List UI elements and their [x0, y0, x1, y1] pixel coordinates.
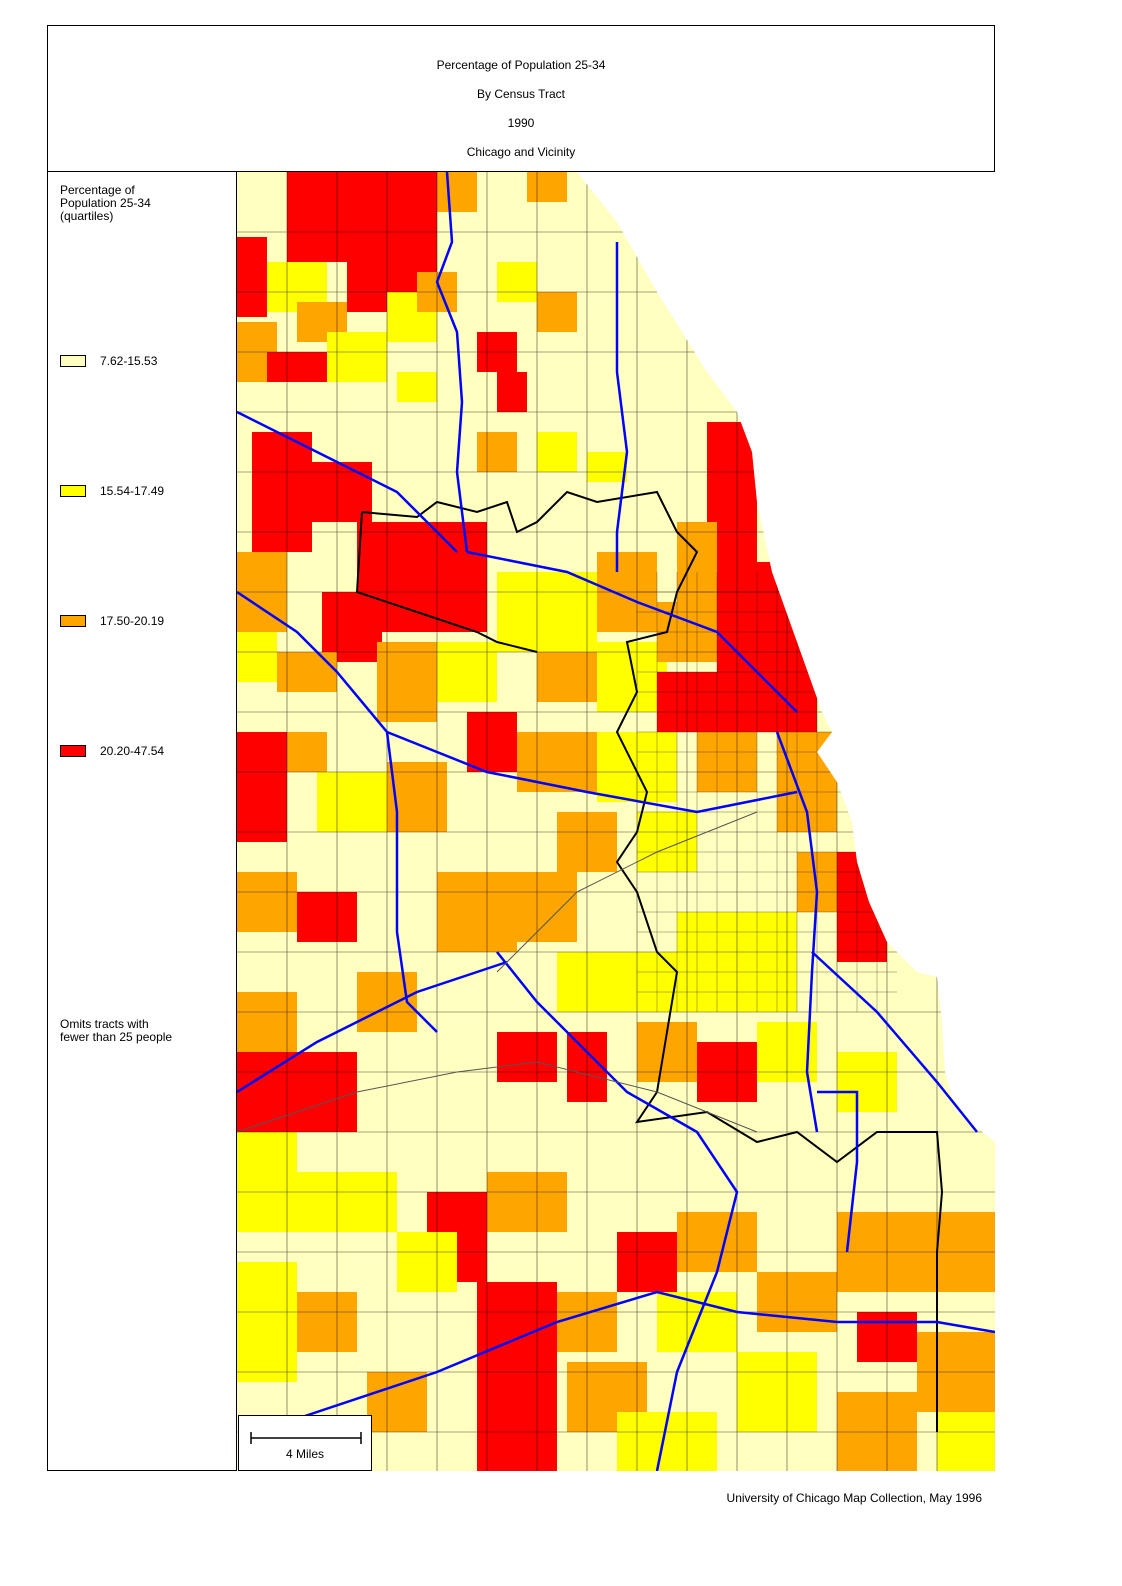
legend-label-q4: 20.20-47.54 [100, 744, 165, 758]
scale-label: 4 Miles [285, 1447, 324, 1461]
legend-heading: Percentage of Population 25-34 (quartile… [60, 184, 230, 223]
map-subtitle-tract: By Census Tract [476, 87, 566, 101]
choropleth-map: 4 Miles [237, 172, 995, 1471]
tract-yellow [837, 1052, 897, 1112]
tract-orange [697, 732, 757, 792]
tract-orange [517, 872, 577, 942]
expressway-edens [615, 242, 629, 572]
legend-heading-line: Population 25-34 [60, 196, 151, 210]
tract-red [252, 432, 312, 552]
expressway-dan-ryan [775, 731, 819, 1133]
tract-orange [757, 1272, 837, 1332]
legend-swatch-q4 [60, 745, 86, 757]
tract-red [617, 1232, 677, 1292]
expressway-bishop-ford [817, 1090, 859, 1253]
expressway-eisenhower [466, 550, 798, 713]
expressways [237, 172, 995, 1471]
legend-label-q3: 17.50-20.19 [100, 614, 165, 628]
tract-yellow [497, 262, 537, 302]
tract-yellow [327, 332, 387, 382]
tract-red [237, 792, 287, 842]
tract-orange [837, 1392, 917, 1471]
tract-orange [437, 172, 477, 212]
tract-yellow [437, 642, 497, 702]
legend-swatch-q3 [60, 615, 86, 627]
tract-yellow [317, 772, 387, 832]
expressway-northwest [237, 410, 458, 553]
tract-yellow [237, 1132, 297, 1232]
city-boundary [361, 490, 944, 1432]
tract-orange [537, 652, 597, 702]
expressway-skyway [811, 951, 978, 1133]
tract-red [322, 592, 382, 662]
tract-yellow [937, 1412, 995, 1471]
tract-red [237, 237, 267, 317]
tract-yellow [737, 1352, 817, 1432]
tract-red [477, 1282, 557, 1402]
scale-bar-graphic [250, 1432, 362, 1444]
legend-note-line: fewer than 25 people [60, 1030, 173, 1044]
map-frame: Percentage of Population 25-34 By Census… [47, 25, 995, 1471]
map-title: Percentage of Population 25-34 [436, 58, 606, 72]
legend-swatch-q1 [60, 355, 86, 367]
tract-orange [377, 642, 437, 722]
tract-red [287, 172, 437, 262]
tract-red [237, 732, 287, 792]
map-year: 1990 [507, 116, 535, 130]
tract-orange [527, 172, 567, 202]
tract-yellow [237, 1262, 297, 1382]
tract-yellow [557, 952, 677, 1012]
title-box: Percentage of Population 25-34 By Census… [48, 26, 994, 172]
tract-orange [437, 872, 517, 952]
tract-red [497, 1032, 557, 1082]
expressway-southwest [237, 960, 508, 1094]
legend-note-line: Omits tracts with [60, 1017, 149, 1031]
tract-yellow [537, 432, 577, 472]
legend-note: Omits tracts with fewer than 25 people [60, 1018, 172, 1044]
legend-heading-line: Percentage of [60, 183, 135, 197]
tract-orange [477, 432, 517, 472]
expressway-kennedy [435, 172, 469, 553]
tract-yellow [237, 632, 277, 682]
tract-yellow [397, 1232, 457, 1292]
tract-orange [537, 292, 577, 332]
tract-orange [487, 1172, 567, 1232]
tract-yellow [397, 372, 437, 402]
rail-lines [237, 811, 758, 1133]
tract-orange [287, 732, 327, 772]
city-boundary-west [355, 511, 538, 653]
tract-orange [677, 1212, 757, 1272]
legend-label-q1: 7.62-15.53 [100, 354, 158, 368]
tract-red [237, 1052, 357, 1132]
expressway-south [496, 951, 739, 1471]
expressway-stevenson [386, 730, 798, 814]
tract-red [297, 892, 357, 942]
tract-red [497, 372, 527, 412]
scale-bar: 4 Miles [238, 1415, 372, 1471]
expressway-calumet [286, 1290, 995, 1424]
map-credit: University of Chicago Map Collection, Ma… [726, 1491, 982, 1505]
tract-orange [367, 1372, 427, 1432]
census-tract-map [237, 172, 995, 1471]
tract-red [267, 352, 327, 382]
tract-red [477, 1402, 557, 1471]
tract-orange [277, 652, 337, 692]
tract-orange [237, 872, 297, 932]
expressway-tri-state [237, 590, 438, 1033]
tract-orange [297, 1292, 357, 1352]
legend-heading-line: (quartiles) [60, 209, 114, 223]
legend-label-q2: 15.54-17.49 [100, 484, 165, 498]
tract-yellow [497, 572, 597, 652]
tract-yellow [297, 1172, 397, 1232]
legend-swatch-q2 [60, 485, 86, 497]
legend-panel: Percentage of Population 25-34 (quartile… [48, 172, 237, 1471]
map-region: Chicago and Vicinity [466, 145, 576, 159]
tract-red [467, 712, 517, 772]
tract-orange [517, 732, 597, 792]
tract-yellow [637, 812, 697, 872]
tract-yellow [587, 452, 627, 482]
